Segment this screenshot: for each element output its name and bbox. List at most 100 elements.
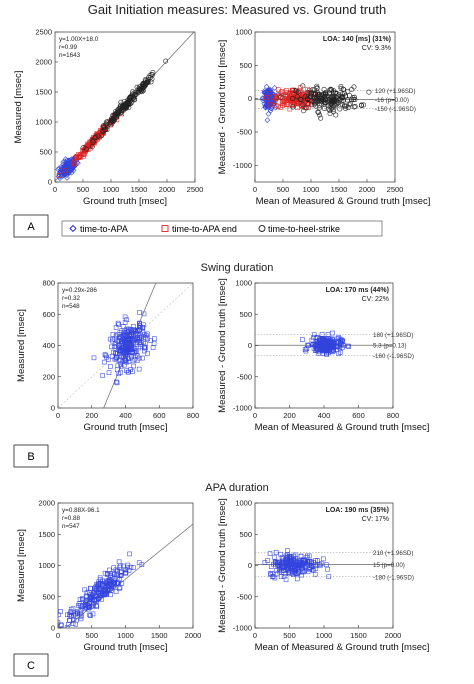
data-point	[330, 349, 335, 355]
panel-label-c: C	[13, 653, 49, 677]
data-point	[323, 90, 329, 96]
data-point	[303, 348, 309, 354]
stats-annotation: y=0.88X-96.1	[62, 507, 100, 514]
data-point	[115, 320, 121, 326]
data-point	[98, 589, 104, 595]
data-point	[287, 566, 293, 572]
x-axis-label: Mean of Measured & Ground truth [msec]	[255, 642, 430, 653]
x-tick-label: 1000	[117, 631, 134, 640]
x-tick-label: 500	[77, 185, 90, 194]
stats-annotation: r=0.32	[62, 295, 81, 302]
data-point	[260, 95, 266, 102]
data-point	[102, 352, 108, 357]
data-point	[136, 366, 142, 372]
data-point	[61, 171, 68, 178]
data-point	[119, 104, 125, 110]
data-point	[315, 342, 321, 347]
data-point	[337, 350, 343, 355]
data-point	[45, 643, 49, 647]
data-point	[290, 104, 296, 110]
data-point	[274, 568, 279, 573]
data-point	[65, 612, 70, 618]
data-point	[320, 556, 326, 562]
data-point	[301, 108, 307, 114]
data-point	[88, 139, 93, 145]
data-point	[311, 568, 316, 573]
data-point	[327, 87, 333, 93]
data-point	[337, 342, 343, 347]
data-point	[273, 103, 279, 108]
data-point	[295, 576, 300, 582]
reference-line-label: -16 (p=0.00)	[375, 97, 409, 104]
data-point	[123, 570, 129, 576]
data-point	[114, 569, 120, 575]
data-point	[338, 337, 344, 343]
data-point	[299, 103, 305, 109]
data-point	[117, 348, 123, 353]
data-point	[329, 98, 335, 104]
data-point	[103, 353, 109, 358]
data-point	[321, 86, 327, 92]
y-tick-label: 2000	[38, 499, 55, 508]
x-tick-label: 0	[56, 411, 60, 420]
data-point	[143, 341, 148, 346]
data-point	[129, 342, 135, 348]
x-tick-label: 0	[253, 411, 257, 420]
stats-annotation: y=1.00X+18.0	[59, 36, 99, 43]
data-point	[295, 571, 300, 576]
panel-c-title: APA duration	[205, 482, 268, 494]
data-point	[269, 570, 275, 576]
data-point	[327, 111, 333, 117]
data-point	[102, 359, 107, 365]
data-point	[328, 87, 334, 93]
data-point	[306, 553, 312, 559]
data-point	[140, 325, 145, 330]
data-point	[330, 108, 336, 114]
data-point	[137, 84, 143, 90]
data-point	[299, 569, 305, 575]
data-point	[109, 587, 114, 593]
data-point	[285, 90, 291, 96]
data-point	[88, 592, 94, 597]
data-point	[135, 328, 140, 334]
data-point	[84, 602, 90, 608]
data-point	[308, 94, 314, 100]
data-point	[137, 320, 142, 326]
data-point	[250, 551, 254, 555]
data-point	[305, 343, 311, 348]
data-point	[104, 119, 110, 125]
data-point	[352, 103, 358, 109]
x-tick-label: 0	[253, 185, 257, 194]
data-point	[123, 104, 129, 110]
data-point	[352, 94, 358, 100]
y-axis-label: Measured [msec]	[16, 529, 27, 602]
data-point	[130, 89, 136, 95]
x-tick-label: 0	[53, 185, 57, 194]
data-point	[70, 621, 76, 626]
y-tick-label: 200	[42, 372, 55, 381]
data-point	[140, 88, 146, 94]
data-point	[300, 83, 306, 89]
data-point	[314, 83, 320, 89]
axes-frame	[54, 31, 196, 183]
data-point	[349, 87, 355, 93]
x-tick-label: 1000	[103, 185, 120, 194]
data-point	[332, 93, 338, 99]
stats-annotation: n=1643	[59, 52, 81, 59]
plot-area	[255, 83, 395, 123]
data-point	[76, 154, 82, 159]
data-point	[80, 596, 85, 601]
reference-line-label: 180 (+1.96SD)	[373, 332, 413, 339]
y-tick-label: 500	[239, 530, 252, 539]
data-point	[278, 94, 284, 100]
data-point	[314, 86, 320, 92]
data-point	[142, 345, 148, 351]
data-point	[118, 563, 123, 568]
data-point	[296, 563, 302, 568]
data-point	[132, 89, 138, 95]
data-point	[97, 586, 102, 592]
stats-annotation: CV: 17%	[362, 516, 389, 523]
y-tick-label: 1000	[235, 279, 252, 288]
data-point	[135, 89, 141, 95]
